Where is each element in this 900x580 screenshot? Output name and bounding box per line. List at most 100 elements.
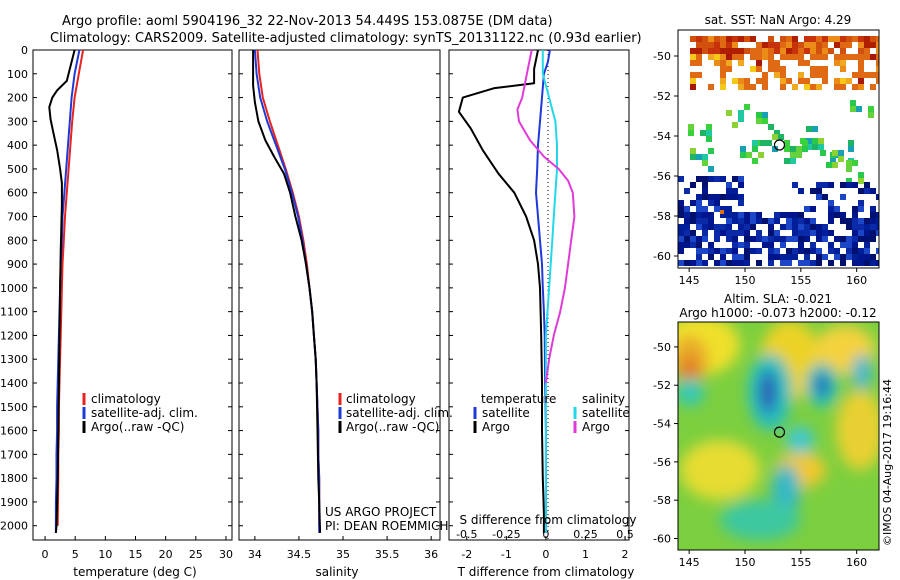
sst-cell bbox=[750, 48, 756, 54]
sst-cell bbox=[732, 218, 738, 224]
sst-cell bbox=[756, 218, 762, 224]
legend-label-satellite-salinity: satellite bbox=[582, 406, 630, 420]
sst-cell bbox=[706, 136, 712, 142]
sst-cell bbox=[802, 146, 808, 152]
sst-cell bbox=[818, 138, 824, 144]
difference-s-x-tick-label: -0.5 bbox=[456, 528, 477, 541]
sst-cell bbox=[696, 224, 702, 230]
sst-cell bbox=[756, 118, 762, 124]
sst-cell bbox=[696, 212, 702, 218]
sst-cell bbox=[720, 66, 726, 72]
sst-cell bbox=[798, 236, 804, 242]
sst-cell bbox=[876, 72, 879, 78]
sst-cell bbox=[792, 212, 798, 218]
sst-cell bbox=[798, 48, 804, 54]
sst-cell bbox=[816, 230, 822, 236]
sst-cell bbox=[714, 200, 720, 206]
sst-cell bbox=[852, 206, 858, 212]
sst-cell bbox=[768, 254, 774, 260]
sst-cell bbox=[870, 224, 876, 230]
sst-cell bbox=[720, 72, 726, 78]
sst-cell bbox=[774, 130, 780, 136]
sst-cell bbox=[798, 212, 804, 218]
sst-cell bbox=[720, 254, 726, 260]
sla-blob bbox=[816, 373, 828, 397]
sst-cell bbox=[792, 54, 798, 60]
sst-cell bbox=[840, 60, 846, 66]
sst-cell bbox=[708, 218, 714, 224]
sst-cell bbox=[702, 36, 708, 42]
legend-label-satellite: satellite-adj. clim. bbox=[91, 406, 198, 420]
sst-cell bbox=[738, 84, 744, 90]
sla-blob bbox=[852, 354, 872, 390]
depth-tick-label: 2000 bbox=[0, 520, 28, 533]
sst-cell bbox=[684, 188, 690, 194]
salinity-x-tick-label: 34 bbox=[248, 548, 262, 561]
difference-s-x-tick-label: 0.25 bbox=[573, 528, 598, 541]
sla-blobs bbox=[678, 322, 879, 540]
sst-cell bbox=[774, 218, 780, 224]
sst-cell bbox=[720, 176, 726, 182]
sst-cell bbox=[756, 236, 762, 242]
sst-cell bbox=[690, 236, 696, 242]
sst-cell bbox=[822, 254, 828, 260]
depth-tick-label: 500 bbox=[7, 163, 28, 176]
sst-cell bbox=[828, 260, 834, 266]
sst-cell bbox=[796, 152, 802, 158]
sst-cell bbox=[738, 212, 744, 218]
sst-cell bbox=[738, 176, 744, 182]
sst-cell bbox=[852, 54, 858, 60]
sst-cell bbox=[812, 144, 818, 150]
sst-cell bbox=[768, 48, 774, 54]
salinity-legend: climatology satellite-adj. clim. Argo(..… bbox=[338, 392, 453, 434]
sst-cell bbox=[804, 260, 810, 266]
sst-cell bbox=[828, 36, 834, 42]
sst-cell bbox=[732, 36, 738, 42]
difference-t-axis-label: T difference from climatology bbox=[457, 565, 635, 579]
sst-cell bbox=[876, 218, 879, 224]
sst-cell bbox=[714, 60, 720, 66]
sst-cell bbox=[756, 66, 762, 72]
sst-cell bbox=[708, 148, 714, 154]
sst-cell bbox=[810, 206, 816, 212]
sst-cell bbox=[750, 66, 756, 72]
sst-cell bbox=[826, 162, 832, 168]
sst-cell bbox=[726, 48, 732, 54]
sst-cell bbox=[738, 242, 744, 248]
sst-cell bbox=[706, 130, 712, 136]
difference-t-x-tick-label: -1 bbox=[501, 548, 512, 561]
sst-cell bbox=[768, 236, 774, 242]
sst-cell bbox=[846, 218, 852, 224]
difference-s-x-tick-label: 0.5 bbox=[616, 528, 634, 541]
depth-tick-label: 1100 bbox=[0, 306, 28, 319]
sst-cell bbox=[708, 212, 714, 218]
sst-cell bbox=[690, 218, 696, 224]
sst-cell bbox=[696, 218, 702, 224]
sst-cell bbox=[752, 158, 758, 164]
sst-cell bbox=[732, 194, 738, 200]
sst-cell bbox=[778, 134, 784, 140]
sst-cell bbox=[708, 42, 714, 48]
sst-cell bbox=[684, 212, 690, 218]
sst-cell bbox=[768, 60, 774, 66]
argo-float-marker bbox=[773, 426, 786, 438]
sst-cell bbox=[732, 230, 738, 236]
sst-cell bbox=[678, 230, 684, 236]
sst-cell bbox=[858, 230, 864, 236]
sst-cell bbox=[864, 36, 870, 42]
sst-cell bbox=[774, 236, 780, 242]
sst-cell bbox=[790, 158, 796, 164]
sst-cell bbox=[840, 212, 846, 218]
sst-cell bbox=[750, 84, 756, 90]
sst-cell bbox=[864, 72, 870, 78]
sst-cell bbox=[858, 206, 864, 212]
sst-cell bbox=[792, 84, 798, 90]
sst-cell bbox=[750, 212, 756, 218]
sst-cell bbox=[792, 218, 798, 224]
sst-cell bbox=[816, 254, 822, 260]
sst-cell bbox=[816, 188, 822, 194]
sst-cell bbox=[702, 48, 708, 54]
sst-cell bbox=[720, 60, 726, 66]
sst-cell bbox=[706, 124, 712, 130]
